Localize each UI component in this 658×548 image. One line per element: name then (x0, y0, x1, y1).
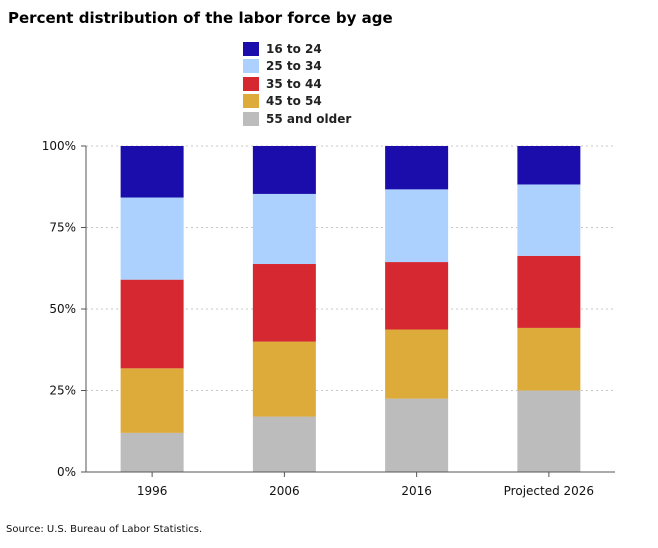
x-tick-label: Projected 2026 (504, 484, 594, 498)
legend-swatch-35-to-44 (243, 76, 259, 91)
x-tick-label: 2016 (401, 484, 432, 498)
legend-label-55-and-older: 55 and older (266, 111, 352, 126)
bar-segment-55-and-older (120, 432, 184, 472)
bar-segment-55-and-older (517, 390, 581, 472)
bar-segment-16-to-24 (120, 146, 184, 198)
y-tick-label: 100% (42, 139, 76, 153)
legend-item-45-to-54: 45 to 54 (243, 93, 351, 111)
legend-label-35-to-44: 35 to 44 (266, 76, 322, 91)
bar-segment-45-to-54 (517, 327, 581, 391)
legend-item-16-to-24: 16 to 24 (243, 40, 351, 58)
legend-label-25-to-34: 25 to 34 (266, 59, 322, 74)
bar-segment-35-to-44 (252, 264, 316, 342)
bar-segment-16-to-24 (385, 146, 449, 190)
bar-segment-45-to-54 (252, 341, 316, 417)
legend-swatch-25-to-34 (243, 59, 259, 74)
chart-title: Percent distribution of the labor force … (8, 9, 393, 27)
legend-swatch-16-to-24 (243, 41, 259, 56)
bar-segment-35-to-44 (517, 255, 581, 328)
bar-segment-45-to-54 (385, 329, 449, 399)
bar-segment-35-to-44 (120, 279, 184, 369)
legend-item-55-and-older: 55 and older (243, 110, 351, 128)
legend: 16 to 24 25 to 34 35 to 44 45 to 54 55 a… (243, 40, 351, 128)
bar-segment-25-to-34 (517, 184, 581, 256)
legend-label-16-to-24: 16 to 24 (266, 41, 322, 56)
legend-swatch-55-and-older (243, 111, 259, 126)
legend-swatch-45-to-54 (243, 94, 259, 109)
legend-label-45-to-54: 45 to 54 (266, 94, 322, 109)
x-tick-label: 2006 (269, 484, 300, 498)
bar-segment-55-and-older (385, 398, 449, 472)
legend-item-25-to-34: 25 to 34 (243, 58, 351, 76)
y-tick-label: 75% (49, 221, 76, 235)
bar-segment-25-to-34 (252, 193, 316, 265)
bar-segment-16-to-24 (517, 146, 581, 185)
bar-segment-16-to-24 (252, 146, 316, 194)
y-tick-label: 50% (49, 302, 76, 316)
y-tick-label: 0% (57, 465, 76, 479)
y-tick-label: 25% (49, 384, 76, 398)
bar-segment-25-to-34 (385, 189, 449, 263)
bar-segment-35-to-44 (385, 262, 449, 330)
bar-segment-25-to-34 (120, 197, 184, 280)
bar-segment-45-to-54 (120, 368, 184, 433)
bar-segment-55-and-older (252, 416, 316, 472)
x-tick-label: 1996 (137, 484, 168, 498)
source-note: Source: U.S. Bureau of Labor Statistics. (6, 524, 203, 535)
legend-item-35-to-44: 35 to 44 (243, 75, 351, 93)
